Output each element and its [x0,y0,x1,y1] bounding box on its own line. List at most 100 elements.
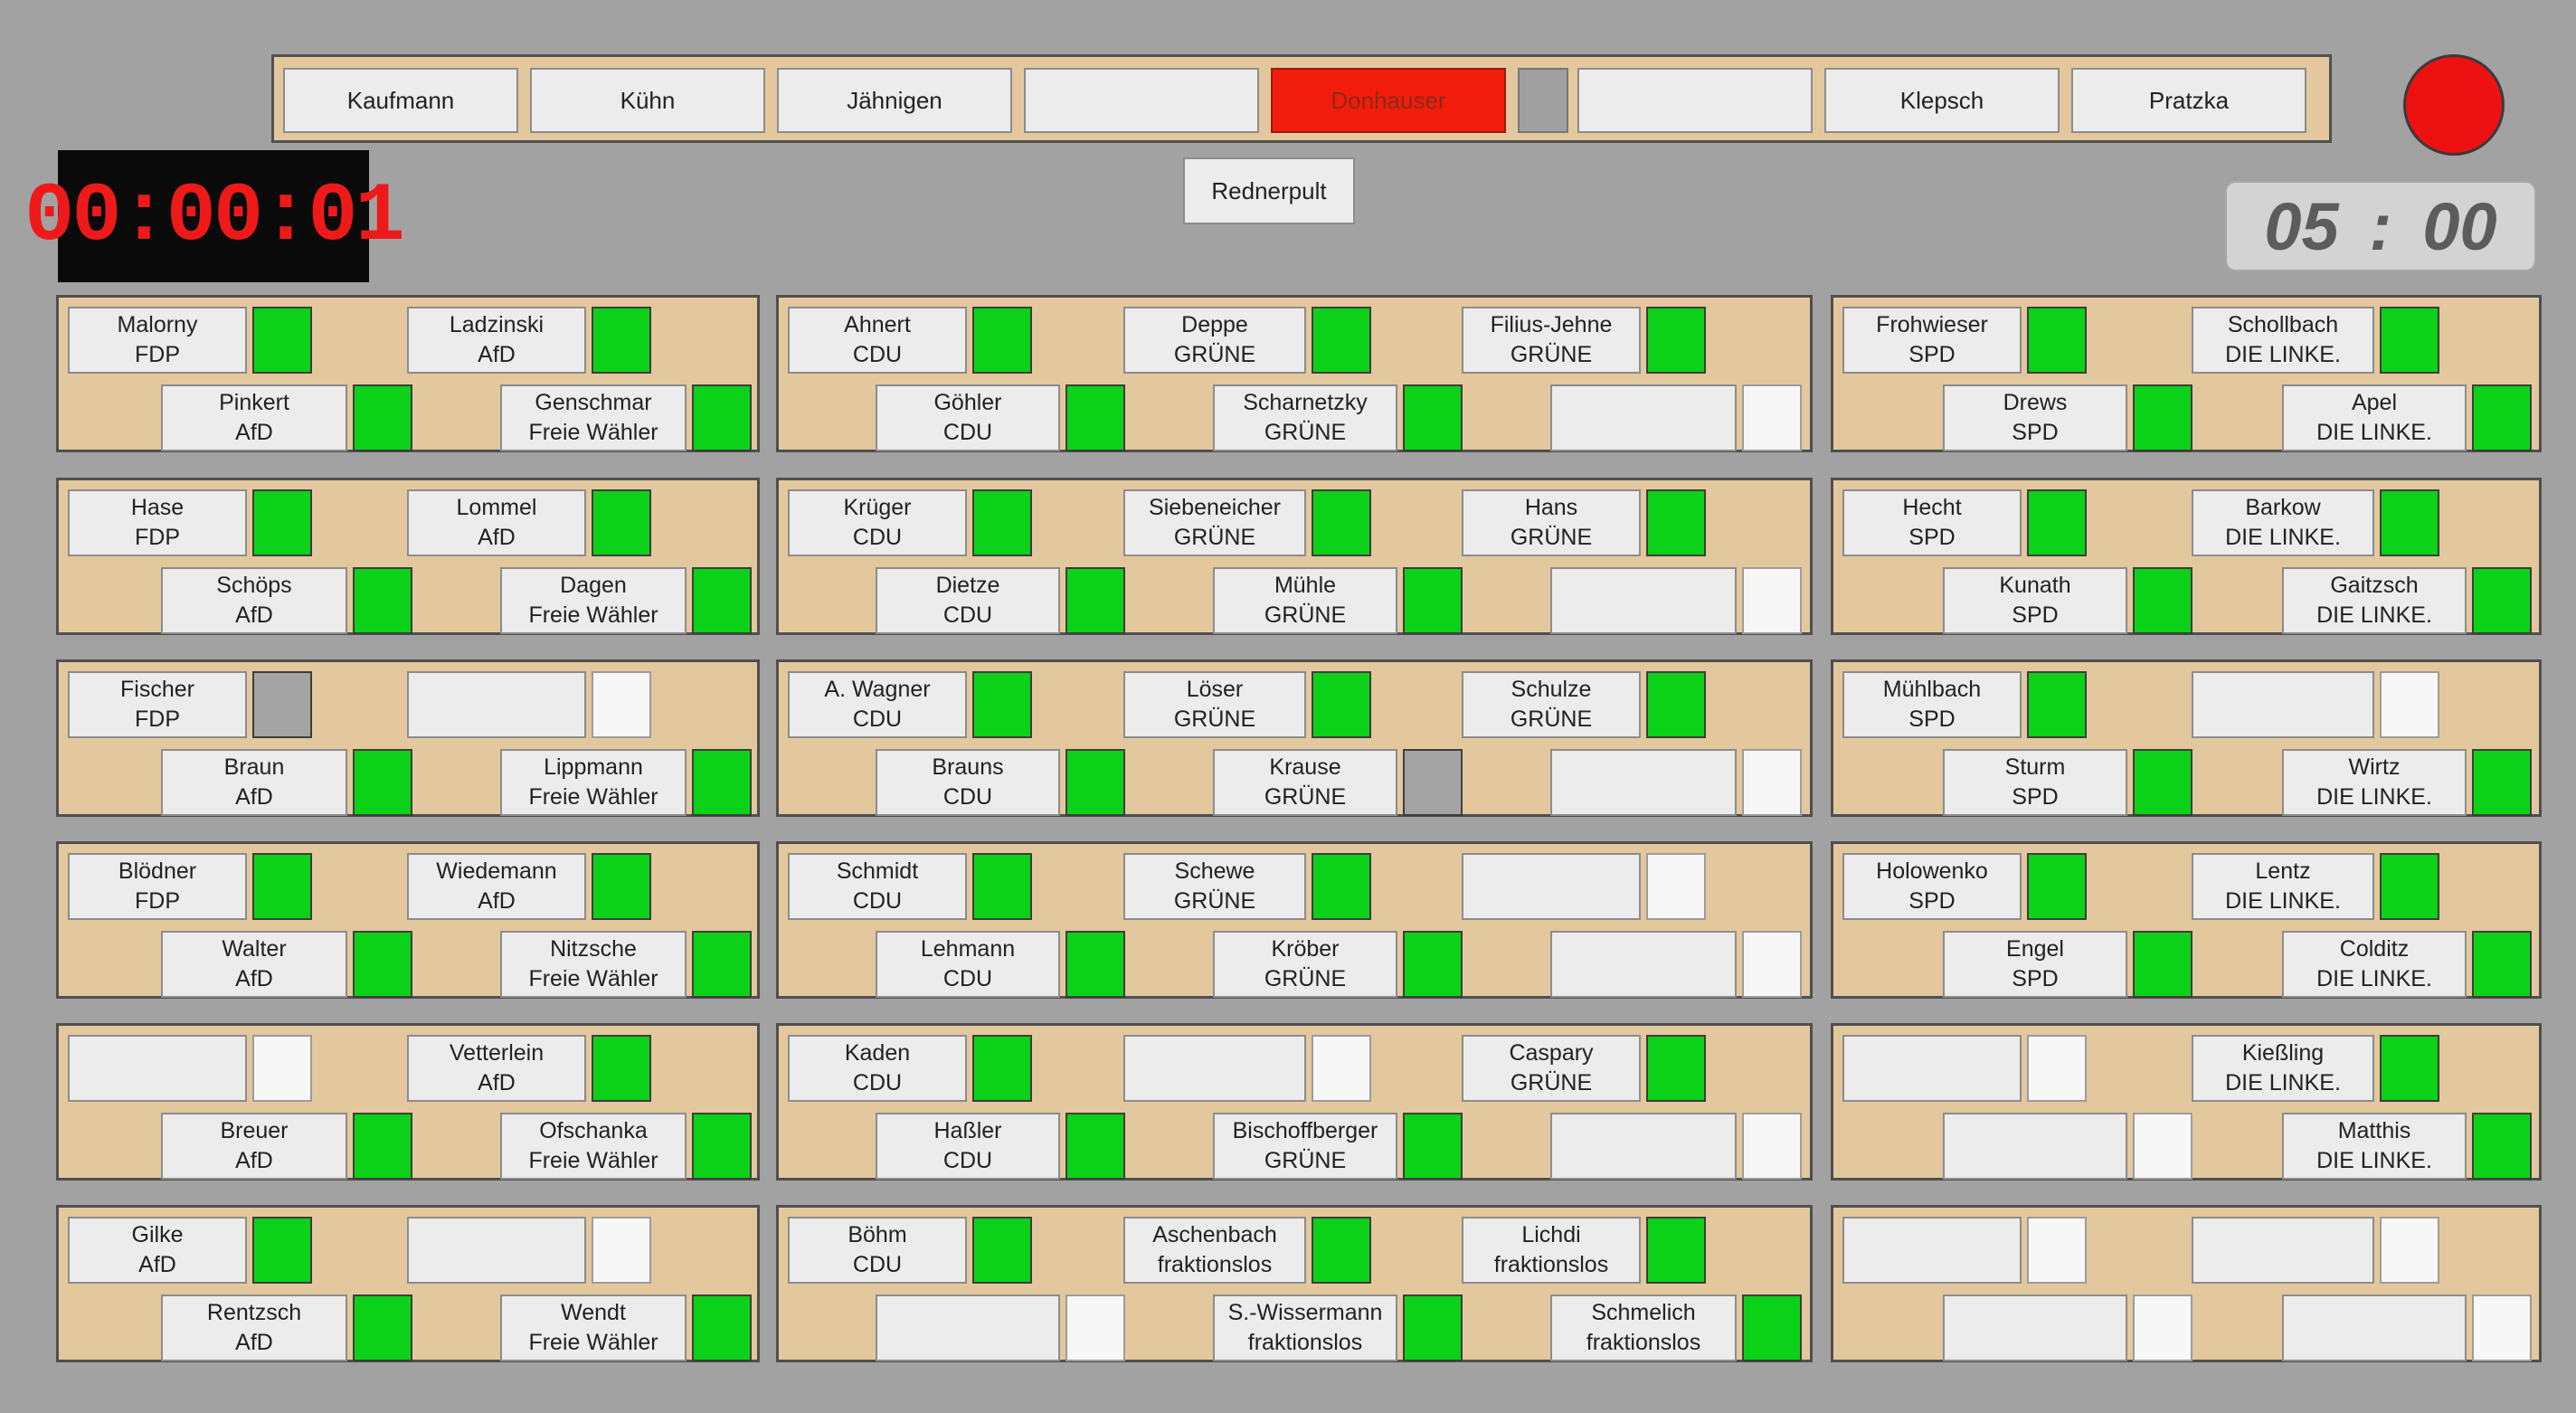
seat-name-box[interactable]: Göhler CDU [876,384,1060,451]
seat-name-box[interactable]: Hecht SPD [1842,489,2022,556]
podium-button[interactable]: Rednerpult [1183,157,1355,224]
seat-name-box[interactable]: Nitzsche Freie Wähler [500,931,687,998]
seat-name-box[interactable]: Schmidt CDU [788,853,967,920]
seat-name-box[interactable]: Barkow DIE LINKE. [2192,489,2374,556]
seat-name-box[interactable]: Blödner FDP [68,853,247,920]
seat-name-box[interactable]: Siebeneicher GRÜNE [1123,489,1306,556]
seat-name-box[interactable]: Dietze CDU [876,567,1060,634]
seat-name-box[interactable]: Kröber GRÜNE [1213,931,1397,998]
seat-name-box[interactable]: Hase FDP [68,489,247,556]
speaker-queue-slot[interactable] [1577,68,1813,133]
seat-name-box[interactable]: Lichdi fraktionslos [1462,1217,1641,1284]
seat-name-box[interactable]: Lehmann CDU [876,931,1060,998]
speaker-queue-slot[interactable]: Jähnigen [777,68,1012,133]
seat-name-box[interactable]: Frohwieser SPD [1842,307,2022,374]
seat-name-box[interactable] [1550,567,1737,634]
seat-name-box[interactable] [407,671,586,738]
seat-name-box[interactable] [1550,749,1737,816]
seat-name-box[interactable]: Ofschanka Freie Wähler [500,1113,687,1180]
seat-name-box[interactable]: Rentzsch AfD [161,1294,347,1361]
seat-name-box[interactable]: Matthis DIE LINKE. [2282,1113,2467,1180]
seat-name-box[interactable]: Böhm CDU [788,1217,967,1284]
seat-name-box[interactable]: Malorny FDP [68,307,247,374]
seat-name-box[interactable]: Engel SPD [1943,931,2127,998]
seat-name-box[interactable]: Genschmar Freie Wähler [500,384,687,451]
seat-name-box[interactable]: Mühle GRÜNE [1213,567,1397,634]
seat-name-box[interactable]: Brauns CDU [876,749,1060,816]
seat-name-box[interactable]: Wiedemann AfD [407,853,586,920]
seat-name-box[interactable]: Bischoffberger GRÜNE [1213,1113,1397,1180]
seat-name-box[interactable]: Haßler CDU [876,1113,1060,1180]
seat-name-box[interactable]: Holowenko SPD [1842,853,2022,920]
seat-name-box[interactable]: Hans GRÜNE [1462,489,1641,556]
seat-name-box[interactable]: Apel DIE LINKE. [2282,384,2467,451]
seat-name-box[interactable]: S.-Wissermann fraktionslos [1213,1294,1397,1361]
seat-name-box[interactable]: Schewe GRÜNE [1123,853,1306,920]
seat-name-box[interactable]: Kießling DIE LINKE. [2192,1035,2374,1102]
seat-name-box[interactable] [1842,1217,2022,1284]
seat-name-box[interactable]: A. Wagner CDU [788,671,967,738]
seat-name-box[interactable] [1123,1035,1306,1102]
speaker-queue-slot[interactable]: Klepsch [1824,68,2060,133]
seat-name-box[interactable]: Schulze GRÜNE [1462,671,1641,738]
seat-name-box[interactable] [2192,671,2374,738]
seat-name-box[interactable] [1550,1113,1737,1180]
seat-name-box[interactable]: Kaden CDU [788,1035,967,1102]
seat-party: SPD [2012,602,2059,628]
seat-name-box[interactable]: Vetterlein AfD [407,1035,586,1102]
seat-name-box[interactable]: Kunath SPD [1943,567,2127,634]
seat-name-box[interactable]: Dagen Freie Wähler [500,567,687,634]
speaker-queue-slot[interactable] [1024,68,1259,133]
seat-name-box[interactable]: Breuer AfD [161,1113,347,1180]
seat-name-box[interactable] [68,1035,247,1102]
seat-name-box[interactable]: Pinkert AfD [161,384,347,451]
seat-name: Jähnigen [847,86,942,114]
seat-name-box[interactable] [1550,384,1737,451]
seat-name-box[interactable]: Sturm SPD [1943,749,2127,816]
vote-status-indicator [1312,1035,1371,1102]
seat-name-box[interactable] [1943,1294,2127,1361]
speaker-queue-slot[interactable]: Kühn [530,68,765,133]
seat-name-box[interactable]: Filius-Jehne GRÜNE [1462,307,1641,374]
seat-name-box[interactable] [1550,931,1737,998]
seat-name-box[interactable]: Schöps AfD [161,567,347,634]
seat-name-box[interactable]: Krüger CDU [788,489,967,556]
seat-name-box[interactable]: Schollbach DIE LINKE. [2192,307,2374,374]
seat-name-box[interactable]: Colditz DIE LINKE. [2282,931,2467,998]
speaker-queue-slot[interactable]: Kaufmann [283,68,518,133]
seat-name-box[interactable]: Walter AfD [161,931,347,998]
seat-name-box[interactable] [1462,853,1641,920]
speaker-queue-slot[interactable] [1518,68,1568,133]
seat-name-box[interactable]: Wirtz DIE LINKE. [2282,749,2467,816]
seat-name-box[interactable]: Deppe GRÜNE [1123,307,1306,374]
seat-name-box[interactable]: Ahnert CDU [788,307,967,374]
speaker-queue-slot[interactable]: Pratzka [2071,68,2306,133]
seat-name-box[interactable] [1943,1113,2127,1180]
seat-name-box[interactable]: Scharnetzky GRÜNE [1213,384,1397,451]
seat-name-box[interactable]: Krause GRÜNE [1213,749,1397,816]
seat-name-box[interactable]: Drews SPD [1943,384,2127,451]
seat-name-box[interactable] [876,1294,1060,1361]
seat-name-box[interactable]: Lippmann Freie Wähler [500,749,687,816]
seat-name-box[interactable]: Braun AfD [161,749,347,816]
seat-name-box[interactable] [1842,1035,2022,1102]
vote-status-indicator [2027,1035,2087,1102]
seat-name-box[interactable] [2282,1294,2467,1361]
seat-name-box[interactable]: Lommel AfD [407,489,586,556]
speaker-queue-slot[interactable]: Donhauser [1271,68,1506,133]
seat-name-box[interactable]: Wendt Freie Wähler [500,1294,687,1361]
seat-name-box[interactable]: Löser GRÜNE [1123,671,1306,738]
seat-name-box[interactable]: Caspary GRÜNE [1462,1035,1641,1102]
seat-name-box[interactable]: Schmelich fraktionslos [1550,1294,1737,1361]
seat-name-box[interactable]: Ladzinski AfD [407,307,586,374]
seat-name-box[interactable] [2192,1217,2374,1284]
seat-name-box[interactable]: Lentz DIE LINKE. [2192,853,2374,920]
seat-name-box[interactable]: Gilke AfD [68,1217,247,1284]
record-button[interactable] [2403,54,2505,156]
seat-name-box[interactable]: Fischer FDP [68,671,247,738]
seat-name-box[interactable]: Mühlbach SPD [1842,671,2022,738]
seat-name-box[interactable] [407,1217,586,1284]
seat-name-box[interactable]: Aschenbach fraktionslos [1123,1217,1306,1284]
seat-name-box[interactable]: Gaitzsch DIE LINKE. [2282,567,2467,634]
seat-name: Genschmar [535,390,652,415]
